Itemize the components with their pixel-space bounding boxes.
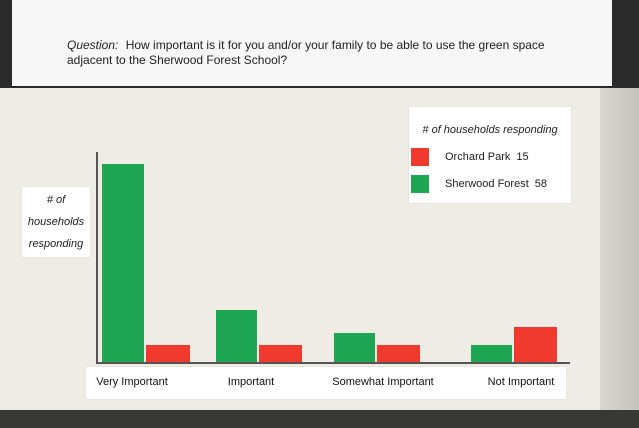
bar-orchard-park-not-important [514, 327, 557, 362]
poster-edge [600, 88, 639, 428]
y-axis-label-card: # of households responding [22, 187, 90, 257]
bar-sherwood-forest-not-important [471, 345, 512, 362]
bar-sherwood-forest-very-important [102, 164, 144, 362]
y-axis-label-line-1: # of [46, 194, 66, 206]
question-sheet: Question: How important is it for you an… [12, 0, 612, 86]
question-label: Question: [67, 38, 119, 52]
legend: # of households responding Orchard Park … [409, 107, 571, 203]
legend-item-sherwood-forest: Sherwood Forest 58 [411, 174, 547, 194]
legend-title: # of households responding [422, 124, 558, 136]
legend-item-orchard-park: Orchard Park 15 [411, 147, 529, 167]
x-tick-very-important: Very Important [96, 376, 168, 388]
legend-label-orchard-park: Orchard Park [445, 151, 511, 163]
bar-sherwood-forest-important [216, 310, 257, 362]
legend-total-orchard-park: 15 [516, 151, 529, 163]
question-text-block: Question: How important is it for you an… [67, 38, 587, 68]
bar-sherwood-forest-somewhat-important [334, 333, 375, 362]
bar-orchard-park-somewhat-important [377, 345, 420, 362]
bottom-shadow [0, 410, 639, 428]
x-axis [96, 362, 570, 364]
x-tick-not-important: Not Important [487, 376, 555, 388]
legend-total-sherwood-forest: 58 [534, 178, 548, 190]
question-body: How important is it for you and/or your … [67, 38, 545, 67]
y-axis-label-line-3: responding [28, 238, 84, 250]
y-axis [96, 152, 98, 364]
x-axis-label-strip: Very Important Important Somewhat Import… [86, 367, 566, 399]
bar-orchard-park-very-important [146, 345, 190, 362]
x-tick-important: Important [227, 376, 275, 388]
y-axis-label-line-2: households [27, 216, 85, 228]
bar-orchard-park-important [259, 345, 302, 362]
legend-swatch-orchard-park [411, 148, 429, 166]
x-tick-somewhat-important: Somewhat Important [332, 376, 434, 388]
legend-swatch-sherwood-forest [411, 175, 429, 193]
legend-label-sherwood-forest: Sherwood Forest [445, 178, 529, 190]
